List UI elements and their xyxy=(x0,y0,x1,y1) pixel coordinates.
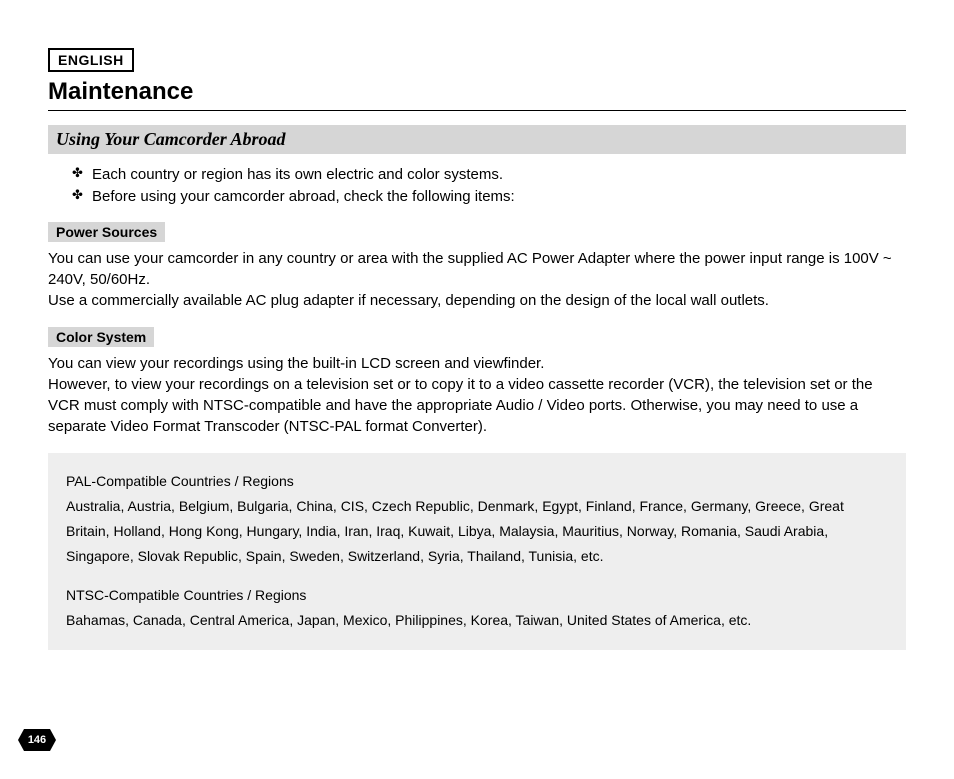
pal-list: Australia, Austria, Belgium, Bulgaria, C… xyxy=(66,494,888,570)
title-rule xyxy=(48,110,906,111)
bullet-icon: ✤ xyxy=(72,164,92,183)
power-sources-section: Power Sources You can use your camcorder… xyxy=(48,222,906,311)
document-page: ENGLISH Maintenance Using Your Camcorder… xyxy=(0,0,954,779)
page-number: 146 xyxy=(18,729,56,751)
chapter-title: Maintenance xyxy=(48,78,906,106)
ntsc-title: NTSC-Compatible Countries / Regions xyxy=(66,583,888,608)
bullet-icon: ✤ xyxy=(72,186,92,205)
section-heading: Using Your Camcorder Abroad xyxy=(48,125,906,154)
subheading-power: Power Sources xyxy=(48,222,165,242)
pal-block: PAL-Compatible Countries / Regions Austr… xyxy=(66,469,888,570)
language-badge: ENGLISH xyxy=(48,48,134,72)
ntsc-list: Bahamas, Canada, Central America, Japan,… xyxy=(66,608,888,633)
power-sources-text: You can use your camcorder in any countr… xyxy=(48,248,906,311)
page-number-badge: 146 xyxy=(18,729,56,751)
bullet-text: Before using your camcorder abroad, chec… xyxy=(92,186,515,208)
color-system-section: Color System You can view your recording… xyxy=(48,327,906,437)
color-system-text: You can view your recordings using the b… xyxy=(48,353,906,437)
subheading-color: Color System xyxy=(48,327,154,347)
bullet-list: ✤ Each country or region has its own ele… xyxy=(72,164,906,208)
pal-title: PAL-Compatible Countries / Regions xyxy=(66,469,888,494)
list-item: ✤ Before using your camcorder abroad, ch… xyxy=(72,186,906,208)
ntsc-block: NTSC-Compatible Countries / Regions Baha… xyxy=(66,583,888,633)
bullet-text: Each country or region has its own elect… xyxy=(92,164,503,186)
list-item: ✤ Each country or region has its own ele… xyxy=(72,164,906,186)
regions-box: PAL-Compatible Countries / Regions Austr… xyxy=(48,453,906,650)
